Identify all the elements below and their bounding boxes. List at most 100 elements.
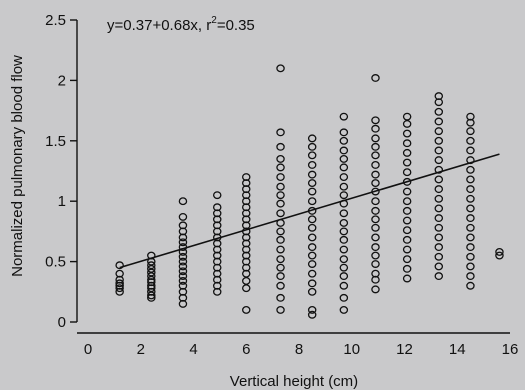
data-point — [371, 223, 380, 232]
data-point — [371, 142, 380, 151]
data-point — [466, 272, 475, 281]
data-point — [339, 182, 349, 191]
data-point — [434, 146, 444, 155]
data-point — [434, 262, 444, 271]
data-point — [402, 206, 412, 215]
data-point — [115, 279, 124, 288]
data-point — [178, 281, 188, 290]
data-point — [371, 151, 380, 160]
data-point — [212, 203, 222, 212]
data-point — [276, 163, 285, 172]
data-point — [178, 272, 188, 281]
data-point — [402, 264, 412, 273]
data-point — [434, 223, 444, 232]
data-point — [466, 262, 475, 271]
data-point — [178, 267, 188, 276]
data-point — [241, 305, 251, 314]
data-point — [241, 284, 251, 293]
data-point — [402, 245, 412, 254]
data-point — [178, 212, 188, 221]
data-point — [466, 165, 475, 174]
annotation-prefix: y=0.37+0.68x, r — [107, 17, 211, 34]
data-point — [466, 146, 475, 155]
data-point — [178, 238, 188, 247]
y-tick-label: 0.5 — [45, 254, 66, 271]
data-point — [276, 199, 285, 208]
data-point — [147, 261, 156, 270]
data-point — [339, 128, 349, 137]
data-point — [371, 179, 380, 188]
data-point — [276, 245, 285, 254]
data-point — [307, 287, 317, 296]
data-point — [466, 204, 475, 213]
data-point — [402, 274, 412, 283]
axes — [76, 20, 510, 334]
data-point — [307, 161, 317, 169]
data-point — [339, 209, 349, 218]
data-point — [307, 223, 317, 232]
data-point — [402, 216, 412, 225]
data-point — [339, 245, 349, 254]
data-point — [402, 148, 412, 157]
data-point — [402, 226, 412, 235]
data-point — [371, 285, 380, 294]
data-point — [339, 136, 349, 145]
data-point — [276, 263, 285, 272]
data-point — [339, 235, 349, 244]
data-point — [307, 305, 317, 314]
data-point — [276, 293, 285, 302]
data-point — [178, 257, 188, 266]
data-point — [495, 251, 504, 260]
data-point — [434, 194, 444, 203]
data-point — [402, 255, 412, 264]
x-axis-label: Vertical height (cm) — [230, 373, 358, 390]
data-point — [276, 154, 285, 163]
data-point — [339, 293, 349, 302]
data-point — [371, 124, 380, 133]
x-ticks: 0 2 4 6 8 10 12 14 16 — [84, 341, 519, 358]
data-point — [178, 197, 188, 206]
data-point — [339, 173, 349, 181]
data-point — [241, 173, 251, 181]
data-point — [276, 209, 285, 218]
data-point — [339, 163, 349, 172]
data-point — [402, 187, 412, 196]
data-point — [339, 154, 349, 163]
data-point — [339, 255, 349, 264]
data-point — [307, 260, 317, 268]
y-tick-label: 0 — [58, 314, 66, 331]
data-point — [434, 165, 444, 174]
data-point — [371, 116, 380, 125]
data-point — [371, 170, 380, 179]
data-point — [434, 117, 444, 126]
data-point — [371, 233, 380, 242]
data-point — [276, 272, 285, 281]
data-point — [466, 233, 475, 242]
x-tick-label: 14 — [449, 341, 466, 358]
data-point — [307, 142, 317, 151]
data-point — [115, 284, 124, 293]
data-point — [434, 214, 444, 223]
y-tick-label: 2.5 — [45, 12, 66, 29]
x-tick-label: 0 — [84, 341, 92, 358]
annotation-suffix: =0.35 — [217, 17, 255, 34]
data-point — [371, 134, 380, 143]
data-point — [339, 305, 349, 314]
x-tick-label: 4 — [189, 341, 197, 358]
data-point — [339, 112, 349, 121]
data-point — [276, 173, 285, 181]
y-tick-label: 1 — [58, 193, 66, 210]
data-point — [402, 168, 412, 177]
data-point — [307, 179, 317, 188]
data-points — [115, 64, 504, 319]
data-point — [495, 247, 504, 256]
data-point — [371, 269, 380, 278]
y-tick-label: 1.5 — [45, 133, 66, 150]
data-point — [434, 127, 444, 136]
data-point — [434, 92, 444, 101]
data-point — [402, 139, 412, 148]
regression-line — [119, 153, 500, 269]
data-point — [466, 281, 475, 290]
data-point — [212, 191, 222, 200]
data-point — [466, 223, 475, 232]
